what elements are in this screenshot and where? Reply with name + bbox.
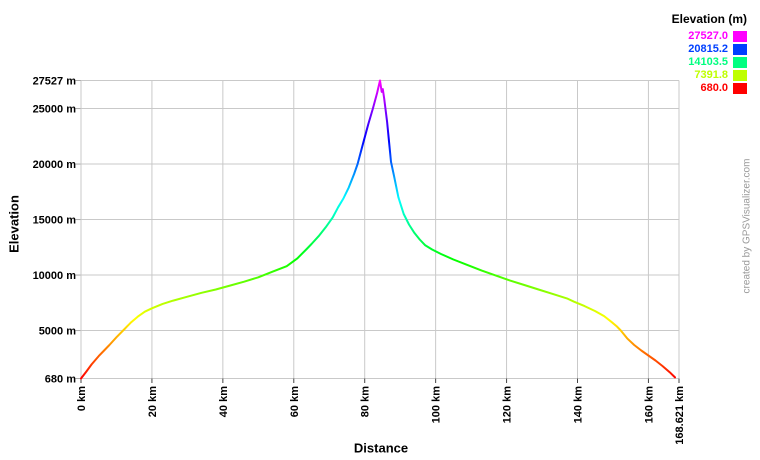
x-tick-label: 40 km	[218, 386, 230, 417]
legend-rows: 27527.0 20815.2 14103.5 7391.8 680.0	[672, 30, 747, 94]
x-tick-label: 80 km	[360, 386, 372, 417]
y-tick-label: 680 m	[45, 374, 76, 386]
y-tick-label: 25000 m	[33, 104, 77, 116]
watermark-credit: created by GPSVisualizer.com	[741, 158, 753, 294]
legend-color-swatch	[733, 30, 747, 42]
legend-value-label: 680.0	[700, 81, 728, 94]
y-tick-label: 5000 m	[39, 326, 77, 338]
x-tick-label: 100 km	[431, 386, 443, 424]
legend-color-swatch	[733, 56, 747, 68]
x-tick-label: 140 km	[572, 386, 584, 424]
x-tick-label: 60 km	[289, 386, 301, 417]
legend-row: 680.0	[672, 82, 747, 94]
x-tick-label: 0 km	[76, 386, 88, 411]
x-tick-label: 120 km	[502, 386, 514, 424]
x-tick-label: 20 km	[147, 386, 159, 417]
legend-row: 27527.0	[672, 30, 747, 42]
legend-row: 20815.2	[672, 43, 747, 55]
x-tick-label: 168.621 km	[674, 386, 686, 445]
x-tick-label: 160 km	[643, 386, 655, 424]
x-axis-title: Distance	[353, 440, 409, 456]
y-tick-label: 10000 m	[33, 270, 77, 282]
y-tick-label: 15000 m	[33, 215, 77, 227]
legend-row: 7391.8	[672, 69, 747, 81]
legend-row: 14103.5	[672, 56, 747, 68]
legend-color-swatch	[733, 69, 747, 81]
legend-color-swatch	[733, 43, 747, 55]
legend-color-swatch	[733, 82, 747, 94]
legend-value-label: 14103.5	[688, 55, 728, 68]
legend: Elevation (m) 27527.0 20815.2 14103.5 7391.…	[672, 12, 747, 95]
legend-title: Elevation (m)	[671, 12, 747, 26]
legend-value-label: 27527.0	[688, 29, 728, 42]
y-axis-title: Elevation	[6, 195, 22, 253]
legend-value-label: 7391.8	[694, 68, 728, 81]
elevation-profile-line	[80, 79, 676, 380]
legend-value-label: 20815.2	[688, 42, 728, 55]
y-tick-label: 20000 m	[33, 159, 77, 171]
y-tick-label: 27527 m	[33, 76, 77, 88]
